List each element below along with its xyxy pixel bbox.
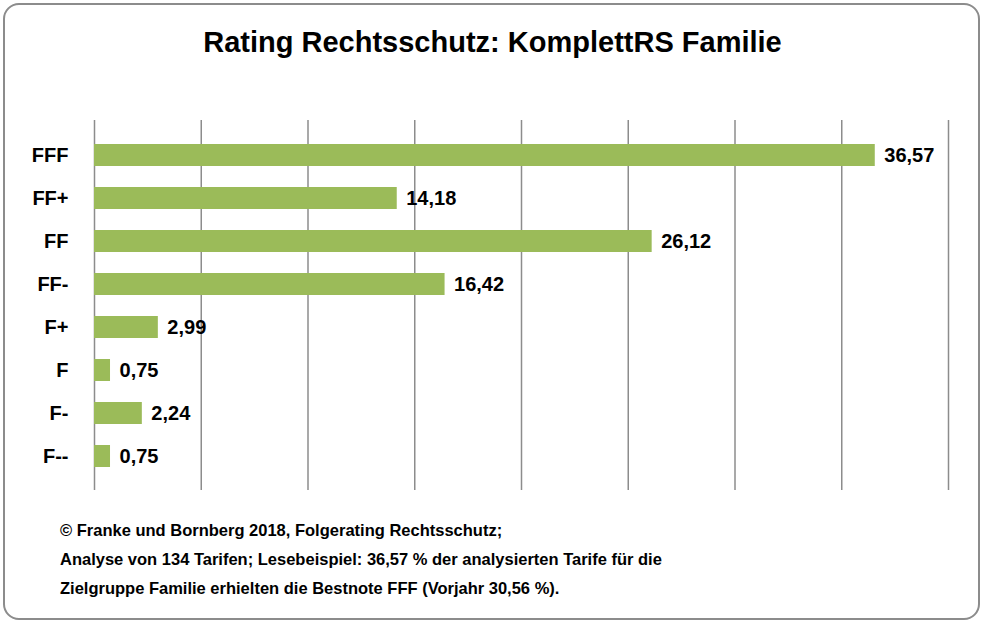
svg-text:FF+: FF+	[32, 187, 68, 209]
svg-text:FFF: FFF	[32, 144, 69, 166]
svg-text:26,12: 26,12	[661, 230, 711, 252]
html-text:Analyse von 134 Tarifen; Leseb: Analyse von 134 Tarifen; Lesebeispiel: 3…	[60, 550, 662, 568]
html-text:© Franke und Bornberg 2018, Fo: © Franke und Bornberg 2018, Folgerating …	[60, 521, 503, 539]
svg-text:0,75: 0,75	[120, 359, 159, 381]
svg-text:F: F	[56, 359, 68, 381]
svg-text:F--: F--	[43, 445, 69, 467]
svg-text:0,75: 0,75	[120, 445, 159, 467]
html-text:Rating Rechtsschutz: KomplettR: Rating Rechtsschutz: KomplettRS Familie	[203, 26, 782, 58]
svg-text:36,57: 36,57	[884, 144, 934, 166]
svg-text:16,42: 16,42	[454, 273, 504, 295]
svg-text:2,24: 2,24	[151, 402, 191, 424]
svg-text:F+: F+	[45, 316, 69, 338]
svg-text:FF: FF	[44, 230, 68, 252]
svg-text:F-: F-	[50, 402, 69, 424]
html-text:Zielgruppe Familie erhielten d: Zielgruppe Familie erhielten die Bestnot…	[60, 579, 560, 597]
svg-text:FF-: FF-	[37, 273, 68, 295]
svg-text:2,99: 2,99	[167, 316, 206, 338]
svg-text:14,18: 14,18	[406, 187, 456, 209]
